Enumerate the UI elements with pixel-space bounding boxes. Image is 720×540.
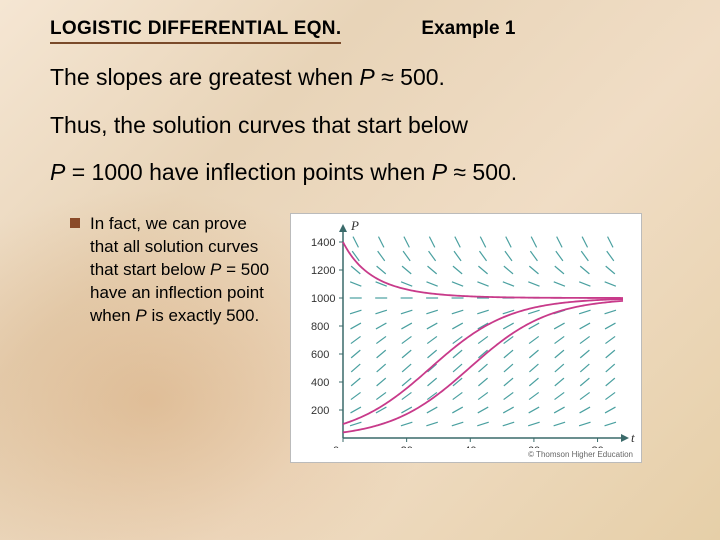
header-example: Example 1: [421, 18, 515, 40]
svg-text:800: 800: [311, 321, 329, 333]
body-text: The slopes are greatest when P ≈ 500. Th…: [0, 54, 720, 191]
bullet-icon: [70, 218, 80, 228]
svg-text:80: 80: [592, 445, 604, 448]
svg-text:1200: 1200: [311, 265, 335, 277]
figure-direction-field: 0 20 40 60 80 200 400 600 800 1000 1200 1400 Pt © Th…: [290, 213, 642, 463]
figure-caption: © Thomson Higher Education: [528, 450, 633, 459]
text: Thus, the solution curves that start bel…: [50, 112, 468, 138]
text: The slopes are greatest when: [50, 64, 359, 90]
var-P: P: [135, 306, 146, 325]
var-P: P: [432, 159, 447, 185]
slide-header: LOGISTIC DIFFERENTIAL EQN. Example 1: [0, 0, 720, 54]
var-P: P: [50, 159, 65, 185]
body-line-3: P = 1000 have inflection points when P ≈…: [50, 155, 670, 191]
svg-text:200: 200: [311, 405, 329, 417]
svg-text:0: 0: [333, 445, 339, 448]
svg-text:600: 600: [311, 349, 329, 361]
var-P: P: [210, 260, 221, 279]
svg-text:400: 400: [311, 377, 329, 389]
text: ≈ 500.: [375, 64, 445, 90]
svg-text:40: 40: [464, 445, 476, 448]
svg-text:1400: 1400: [311, 237, 335, 249]
direction-field-plot: 0 20 40 60 80 200 400 600 800 1000 1200 1400 Pt: [299, 220, 635, 448]
bullet-block: In fact, we can prove that all solution …: [70, 213, 270, 328]
text: is exactly 500.: [147, 306, 259, 325]
svg-text:60: 60: [528, 445, 540, 448]
text: = 1000 have inflection points when: [65, 159, 431, 185]
svg-text:P: P: [350, 220, 359, 233]
svg-text:t: t: [631, 430, 635, 445]
text: ≈ 500.: [447, 159, 517, 185]
body-line-1: The slopes are greatest when P ≈ 500.: [50, 60, 670, 96]
svg-text:20: 20: [401, 445, 413, 448]
body-line-2: Thus, the solution curves that start bel…: [50, 108, 670, 144]
var-P: P: [359, 64, 374, 90]
svg-text:1000: 1000: [311, 293, 335, 305]
header-title: LOGISTIC DIFFERENTIAL EQN.: [50, 18, 341, 44]
main-row: In fact, we can prove that all solution …: [0, 203, 720, 463]
